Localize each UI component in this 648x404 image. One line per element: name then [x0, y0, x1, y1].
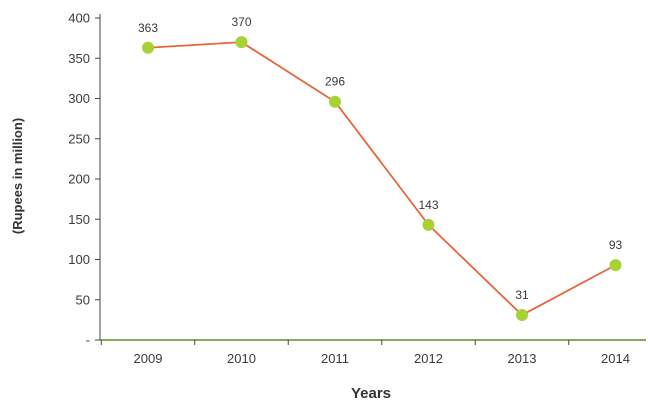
x-tick-label: 2014	[601, 351, 630, 366]
y-tick-label: 200	[68, 172, 90, 187]
x-tick-label: 2009	[134, 351, 163, 366]
x-tick-label: 2013	[508, 351, 537, 366]
data-point	[516, 309, 528, 322]
y-tick-label: 300	[68, 91, 90, 106]
x-tick-label: 2010	[227, 351, 256, 366]
data-point	[422, 218, 435, 231]
x-tick-label: 2011	[321, 351, 349, 366]
data-label: 31	[515, 288, 529, 302]
series-line	[147, 41, 616, 316]
y-tick-label-zero: -	[86, 333, 90, 348]
data-label: 143	[418, 198, 438, 212]
y-tick-label: 250	[68, 131, 90, 146]
data-label: 363	[138, 21, 158, 35]
y-tick-label: 350	[68, 51, 90, 66]
x-axis-title: Years	[351, 385, 391, 402]
data-point	[609, 259, 622, 272]
data-point	[235, 36, 248, 49]
series-line-group	[147, 41, 616, 316]
data-point-markers	[142, 36, 622, 322]
y-axis-ticks: 50 100 150 200 250 300 350 400 -	[68, 11, 100, 348]
y-axis-title: (Rupees in million)	[10, 118, 25, 234]
data-labels: 363 370 296 143 31 93	[138, 15, 623, 302]
data-label: 296	[325, 75, 345, 89]
data-point	[142, 41, 154, 54]
data-label: 370	[231, 15, 251, 29]
x-tick-label: 2012	[414, 351, 443, 366]
data-point	[329, 95, 341, 108]
y-tick-label: 150	[68, 212, 90, 227]
data-label: 93	[609, 238, 623, 252]
y-tick-label: 400	[68, 11, 90, 26]
y-tick-label: 100	[68, 252, 90, 267]
chart-axes	[99, 14, 646, 341]
x-axis-ticks: 2009 2010 2011 2012 2013 2014	[100, 340, 630, 366]
y-tick-label: 50	[76, 292, 90, 307]
